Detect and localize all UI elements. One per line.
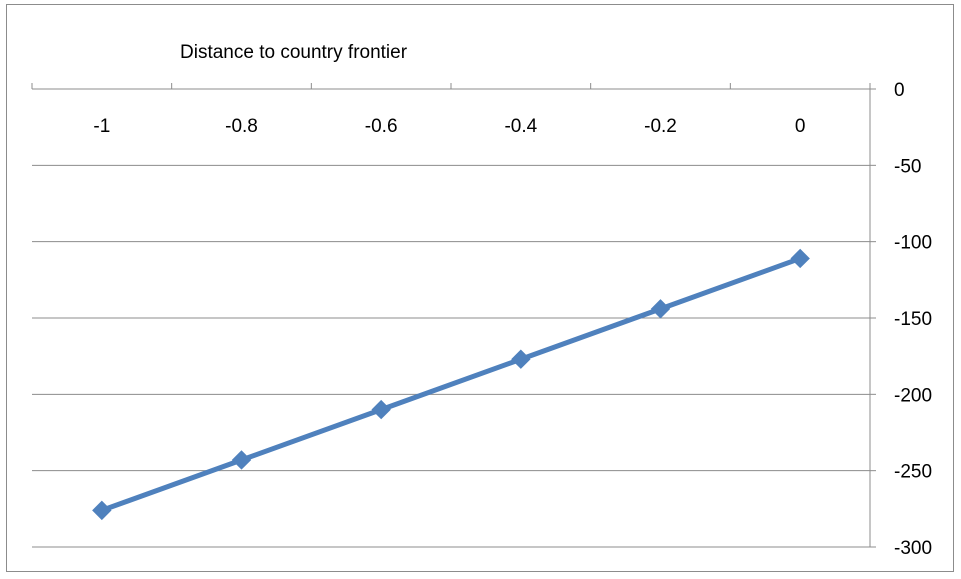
chart-title: Distance to country frontier — [180, 42, 408, 63]
x-tick-label: -1 — [93, 116, 110, 137]
y-tick-label: -50 — [894, 156, 921, 177]
data-point-1 — [231, 450, 252, 470]
chart-border — [6, 4, 954, 572]
y-tick-label: -150 — [894, 309, 932, 330]
y-tick-label: -200 — [894, 385, 932, 406]
y-tick-label: -250 — [894, 462, 932, 483]
data-point-4 — [650, 299, 671, 319]
x-tick-label: -0.8 — [225, 116, 258, 137]
data-point-0 — [92, 500, 112, 521]
x-tick-label: -0.4 — [504, 116, 537, 137]
y-tick-label: -300 — [894, 538, 932, 559]
data-point-3 — [511, 349, 531, 369]
data-point-5 — [790, 248, 810, 269]
y-tick-label: -100 — [894, 233, 932, 254]
y-tick-label: 0 — [894, 80, 905, 101]
data-point-2 — [371, 399, 391, 420]
x-tick-label: 0 — [795, 116, 806, 137]
x-tick-label: -0.2 — [644, 116, 677, 137]
x-tick-label: -0.6 — [365, 116, 398, 137]
series-line-0 — [100, 256, 802, 513]
